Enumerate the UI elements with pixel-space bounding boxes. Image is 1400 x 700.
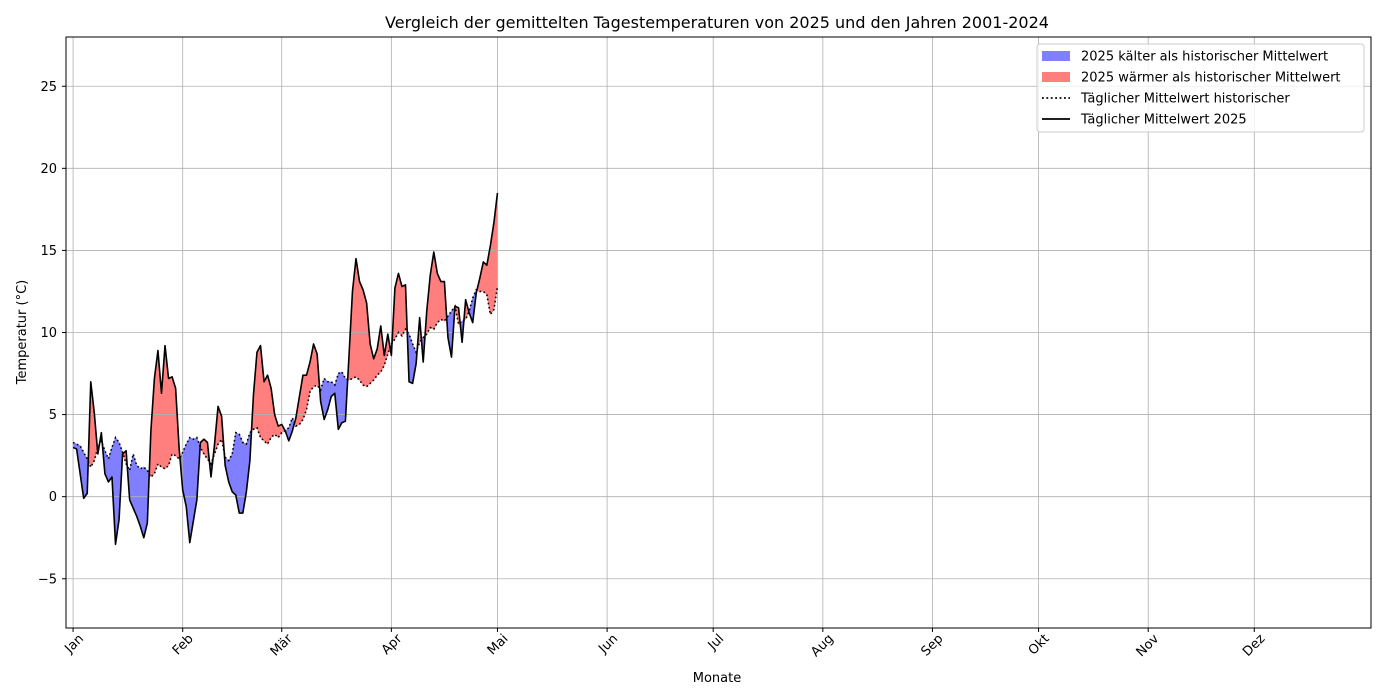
y-axis-label: Temperatur (°C) bbox=[15, 280, 30, 386]
warmer-fill-segment bbox=[168, 376, 173, 466]
y-tick-label: 20 bbox=[40, 162, 57, 177]
legend-label: 2025 wärmer als historischer Mittelwert bbox=[1081, 71, 1341, 86]
x-axis-label: Monate bbox=[693, 671, 741, 686]
y-tick-label: 5 bbox=[49, 408, 57, 423]
colder-fill-segment bbox=[338, 371, 343, 430]
warmer-fill-segment bbox=[483, 261, 488, 296]
warmer-fill-segment bbox=[359, 281, 364, 386]
mean-2025-line bbox=[72, 192, 499, 546]
legend-warmer-swatch bbox=[1042, 72, 1070, 82]
warmer-fill-segment bbox=[440, 281, 445, 322]
colder-fill-segment bbox=[341, 371, 346, 424]
y-tick-label: −5 bbox=[38, 572, 57, 587]
warmer-fill-segment bbox=[401, 284, 406, 336]
y-tick-label: 25 bbox=[40, 80, 57, 95]
legend-label: Täglicher Mittelwert 2025 bbox=[1080, 113, 1247, 128]
y-tick-label: 10 bbox=[40, 326, 57, 341]
line-layer bbox=[72, 192, 499, 546]
legend-box bbox=[1036, 43, 1365, 133]
chart-title: Vergleich der gemittelten Tagestemperatu… bbox=[385, 13, 1049, 32]
legend: 2025 kälter als historischer Mittelwert 2… bbox=[1036, 43, 1365, 133]
y-tick-label: 15 bbox=[40, 244, 57, 259]
warmer-fill-segment bbox=[263, 375, 268, 445]
y-tick-label: 0 bbox=[49, 490, 57, 505]
legend-label: Täglicher Mittelwert historischer bbox=[1080, 92, 1290, 107]
warmer-fill-segment bbox=[256, 345, 261, 438]
legend-label: 2025 kälter als historischer Mittelwert bbox=[1081, 50, 1328, 65]
legend-colder-swatch bbox=[1042, 51, 1070, 61]
colder-fill-segment bbox=[238, 434, 244, 514]
